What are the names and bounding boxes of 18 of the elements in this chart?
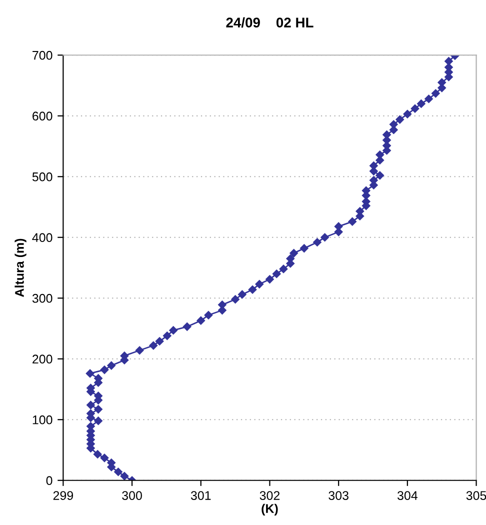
x-tick-label: 304 xyxy=(397,491,418,500)
x-axis-title: (K) xyxy=(262,504,278,516)
x-tick-label: 299 xyxy=(53,491,74,500)
x-tick-label: 305 xyxy=(466,491,486,500)
y-tick-label: 400 xyxy=(32,233,52,242)
y-tick-label: 0 xyxy=(46,476,52,486)
y-tick-label: 500 xyxy=(32,172,52,182)
x-tick-label: 301 xyxy=(190,491,211,500)
y-tick-label: 700 xyxy=(32,50,52,60)
x-tick-label: 303 xyxy=(328,491,348,500)
y-tick-label: 600 xyxy=(32,112,52,121)
y-axis-title: Altura (m) xyxy=(14,238,26,297)
y-tick-label: 200 xyxy=(32,354,52,364)
y-tick-label: 300 xyxy=(32,294,52,303)
x-tick-label: 300 xyxy=(122,491,142,500)
x-tick-label: 302 xyxy=(260,491,280,500)
y-tick-label: 100 xyxy=(32,415,52,424)
chart-title: 24/09 02 HL xyxy=(226,17,314,28)
